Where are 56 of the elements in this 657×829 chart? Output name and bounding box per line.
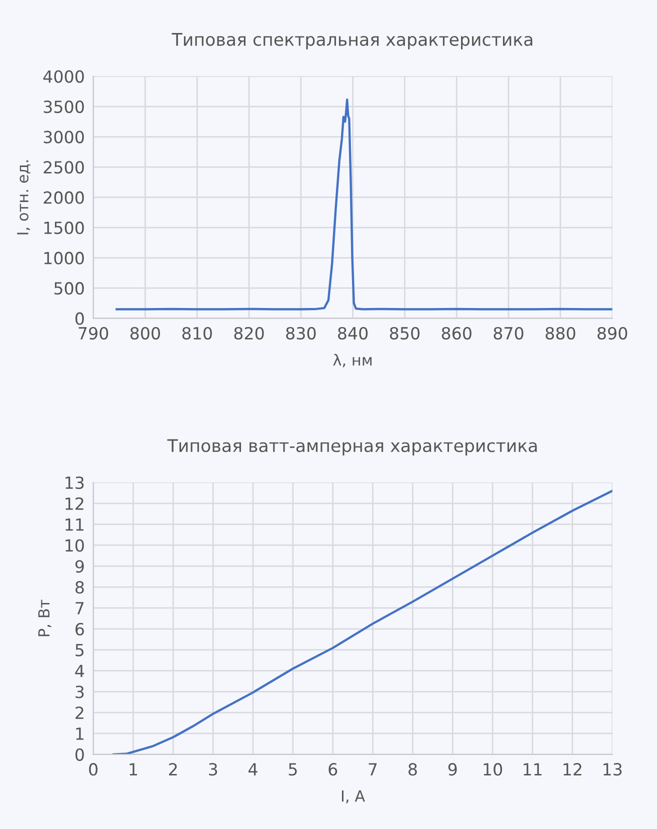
- y-tick-label: 8: [75, 581, 84, 594]
- x-tick-label: 870: [494, 326, 524, 340]
- y-tick-label: 5: [76, 644, 84, 656]
- y-tick-label: 9: [75, 560, 84, 573]
- y-tick-label: 1500: [44, 222, 84, 234]
- y-tick-label: 6: [76, 622, 84, 636]
- x-tick-label: 890: [598, 326, 628, 340]
- y-tick-label: 3: [76, 686, 84, 698]
- x-tick-label: 5: [288, 763, 297, 776]
- y-tick-label: 12: [66, 497, 84, 510]
- x-tick-label: 11: [524, 763, 542, 776]
- x-tick-label: 1: [130, 763, 137, 776]
- line-series: [116, 98, 612, 310]
- x-tick-label: 820: [234, 326, 264, 340]
- y-axis-title: I, отн. ед.: [17, 160, 30, 234]
- x-tick-label: 850: [390, 326, 420, 340]
- y-axis-title: P, Вт: [38, 600, 52, 636]
- x-tick-label: 10: [484, 763, 502, 776]
- x-tick-label: 810: [182, 326, 212, 340]
- x-tick-label: 7: [368, 763, 377, 776]
- y-tick-label: 4000: [43, 70, 84, 83]
- line-series: [112, 490, 612, 754]
- y-tick-label: 7: [76, 602, 84, 614]
- y-tick-label: 2500: [44, 161, 84, 174]
- y-tick-label: 4: [75, 664, 84, 678]
- chart-title: Типовая спектральная характеристика: [172, 33, 532, 50]
- x-tick-label: 4: [248, 763, 258, 776]
- x-tick-label: 3: [209, 763, 218, 776]
- y-tick-label: 1000: [44, 252, 84, 264]
- x-tick-label: 12: [564, 763, 582, 776]
- y-tick-label: 13: [66, 476, 84, 490]
- y-tick-label: 500: [54, 282, 84, 295]
- x-tick-label: 880: [546, 326, 576, 340]
- chart-title: Типовая ватт-амперная характеристика: [167, 439, 537, 456]
- x-tick-label: 790: [78, 326, 108, 340]
- x-tick-label: 2: [169, 763, 177, 776]
- y-tick-label: 0: [75, 312, 84, 325]
- y-tick-label: 11: [66, 518, 84, 531]
- x-tick-label: 13: [604, 763, 622, 776]
- x-tick-label: 0: [89, 763, 98, 776]
- y-tick-label: 1: [76, 728, 84, 740]
- x-tick-label: 8: [408, 763, 417, 776]
- x-tick-label: 830: [286, 326, 316, 340]
- x-tick-label: 9: [448, 763, 457, 776]
- x-tick-label: 860: [442, 326, 472, 340]
- x-tick-label: 6: [328, 763, 338, 776]
- y-tick-label: 3500: [44, 100, 84, 114]
- x-axis-title: I, A: [342, 790, 366, 804]
- x-axis-title: λ, нм: [333, 354, 372, 368]
- y-tick-label: 3000: [44, 130, 84, 144]
- y-tick-label: 0: [75, 748, 84, 761]
- x-tick-label: 840: [338, 326, 368, 340]
- y-tick-label: 2: [76, 706, 84, 719]
- y-tick-label: 10: [66, 539, 84, 552]
- y-tick-label: 2000: [44, 191, 84, 204]
- x-tick-label: 800: [130, 326, 160, 340]
